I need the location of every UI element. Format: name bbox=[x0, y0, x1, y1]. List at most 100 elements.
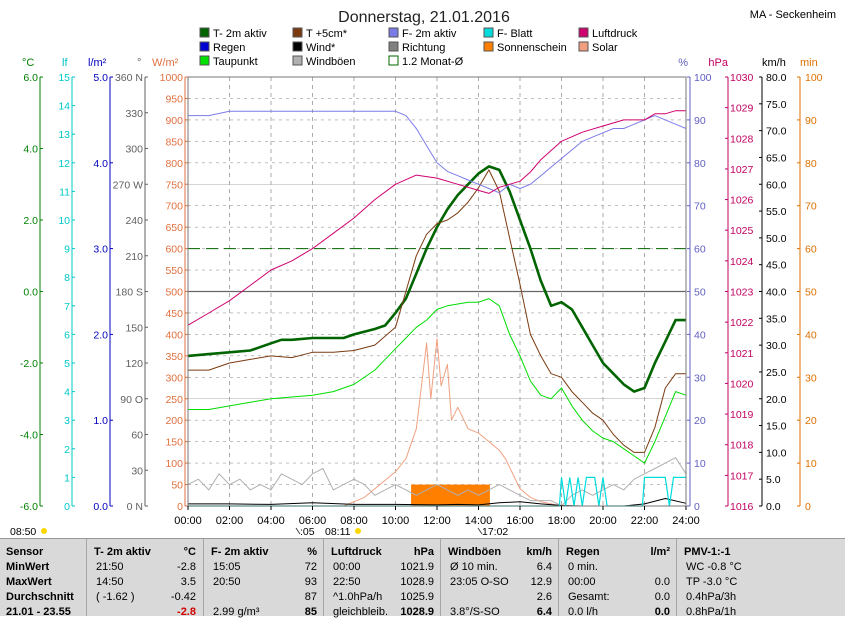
tick-label-dir: 270 W bbox=[113, 179, 143, 191]
unit-dir: ° bbox=[137, 57, 141, 69]
row-label: MinWert bbox=[6, 561, 50, 573]
table-row: 15:05 72 bbox=[211, 561, 317, 576]
column-unit: % bbox=[307, 546, 317, 558]
tick-label-temp: 2.0 bbox=[23, 215, 38, 227]
tick-label-solar: 500 bbox=[165, 287, 183, 299]
table-header-row: F- 2m aktiv% bbox=[211, 546, 317, 561]
legend-label: 1.2 Monat-Ø bbox=[402, 56, 464, 68]
legend-swatch bbox=[199, 27, 210, 38]
column-title: PMV-1:-1 bbox=[684, 546, 731, 558]
x-tick-label: 16:00 bbox=[506, 515, 534, 527]
tick-label-hum: 50 bbox=[694, 287, 706, 299]
tick-label-solar: 200 bbox=[165, 415, 183, 427]
legend-label: Wind* bbox=[306, 42, 336, 54]
tick-label-lf: 10 bbox=[58, 215, 70, 227]
marker-arrow bbox=[295, 527, 301, 535]
sunshine-bar bbox=[411, 484, 490, 506]
cell-label: ^1.0hPa/h bbox=[333, 591, 383, 603]
table-row: WC -0.8 °C bbox=[684, 561, 784, 576]
series-line bbox=[188, 338, 562, 507]
table-row: MinWert bbox=[6, 561, 86, 576]
tick-label-wind: 55.0 bbox=[766, 206, 787, 218]
cell-value: 1028.9 bbox=[400, 576, 434, 588]
table-column: Luftdruck hPa 00:00 1021.9 22:50 1028.9 ^1.0hP… bbox=[325, 539, 438, 618]
tick-label-solar: 1000 bbox=[160, 72, 184, 84]
cell-value: 1021.9 bbox=[400, 561, 434, 573]
legend-swatch bbox=[388, 27, 399, 38]
tick-label-wind: 35.0 bbox=[766, 313, 787, 325]
cell-value: 93 bbox=[304, 576, 317, 588]
weather-chart: Donnerstag, 21.01.2016 MA - Seckenheim T… bbox=[10, 9, 836, 538]
cell-label: 0.8hPa/1h bbox=[686, 606, 737, 618]
tick-label-lf: 13 bbox=[58, 129, 70, 141]
tick-label-lf: 14 bbox=[58, 101, 70, 113]
column-separator bbox=[558, 539, 559, 616]
table-column: PMV-1:-1 WC -0.8 °C TP -3.0 °C 0.4hPa/3h 0.8… bbox=[678, 539, 788, 618]
tick-label-dir: 90 O bbox=[120, 394, 143, 406]
table-row: gleichbleib. 1028.9 bbox=[331, 606, 434, 621]
sun-dot bbox=[41, 528, 47, 534]
x-tick-label: 20:00 bbox=[589, 515, 617, 527]
column-title: F- 2m aktiv bbox=[211, 546, 269, 558]
legend-label: Richtung bbox=[402, 42, 445, 54]
column-unit: hPa bbox=[413, 546, 434, 558]
row-label: Sensor bbox=[6, 546, 44, 558]
cell-value: -2.8 bbox=[177, 561, 196, 573]
tick-label-solar: 700 bbox=[165, 201, 183, 213]
tick-label-temp: 0.0 bbox=[23, 287, 38, 299]
column-separator bbox=[203, 539, 204, 616]
right-axes: 1009080706050403020100103010291028102710… bbox=[687, 72, 823, 513]
table-row: MaxWert bbox=[6, 576, 86, 591]
tick-label-rain: 3.0 bbox=[93, 244, 108, 256]
tick-label-dir: 120 bbox=[125, 358, 143, 370]
legend-swatch bbox=[292, 55, 303, 66]
tick-label-press: 1021 bbox=[730, 348, 754, 360]
tick-label-solar: 250 bbox=[165, 394, 183, 406]
row-label: MaxWert bbox=[6, 576, 52, 588]
cell-label: 00:00 bbox=[568, 576, 596, 588]
series-line bbox=[188, 298, 687, 464]
tick-label-rain: 4.0 bbox=[93, 158, 108, 170]
tick-label-wind: 80.0 bbox=[766, 72, 787, 84]
cell-value: 0.0 bbox=[654, 606, 670, 618]
cell-value: -0.42 bbox=[170, 591, 196, 603]
tick-label-hum: 0 bbox=[694, 501, 700, 513]
unit-wind: km/h bbox=[762, 57, 786, 69]
table-row: Gesamt: 0.0 bbox=[566, 591, 670, 606]
legend-swatch bbox=[578, 41, 589, 52]
x-tick-label: 02:00 bbox=[216, 515, 244, 527]
legend-label: Sonnenschein bbox=[497, 42, 567, 54]
unit-minutes: min bbox=[800, 57, 818, 69]
tick-label-minutes: 30 bbox=[805, 372, 817, 384]
tick-label-press: 1028 bbox=[730, 133, 754, 145]
tick-label-lf: 9 bbox=[64, 244, 70, 256]
legend-label: T +5cm* bbox=[306, 28, 348, 40]
tick-label-solar: 600 bbox=[165, 244, 183, 256]
legend-label: F- Blatt bbox=[497, 28, 532, 40]
tick-label-temp: -4.0 bbox=[20, 430, 38, 442]
table-row: 21.01 - 23.55 bbox=[6, 606, 86, 621]
tick-label-solar: 850 bbox=[165, 136, 183, 148]
cell-label: 21:50 bbox=[96, 561, 124, 573]
x-tick-label: 24:00 bbox=[672, 515, 700, 527]
table-column: Windböen km/h Ø 10 min. 6.4 23:05 O-SO 12.9 2.… bbox=[442, 539, 556, 618]
time-marker-mid: 08:11 bbox=[325, 526, 351, 538]
x-tick-label: 12:00 bbox=[423, 515, 451, 527]
column-separator bbox=[86, 539, 87, 616]
tick-label-dir: 360 N bbox=[115, 72, 143, 84]
table-row: 0.4hPa/3h bbox=[684, 591, 784, 606]
tick-label-minutes: 10 bbox=[805, 458, 817, 470]
sun-dot bbox=[355, 528, 361, 534]
tick-label-press: 1030 bbox=[730, 72, 754, 84]
table-row: 00:00 0.0 bbox=[566, 576, 670, 591]
unit-hum: % bbox=[678, 57, 688, 69]
row-label: Durchschnitt bbox=[6, 591, 74, 603]
tick-label-rain: 0.0 bbox=[93, 501, 108, 513]
tick-label-wind: 65.0 bbox=[766, 152, 787, 164]
table-row: TP -3.0 °C bbox=[684, 576, 784, 591]
tick-label-press: 1018 bbox=[730, 440, 754, 452]
table-row: Ø 10 min. 6.4 bbox=[448, 561, 552, 576]
table-row: 0 min. bbox=[566, 561, 670, 576]
tick-label-dir: 60 bbox=[131, 430, 143, 442]
tick-label-solar: 350 bbox=[165, 351, 183, 363]
